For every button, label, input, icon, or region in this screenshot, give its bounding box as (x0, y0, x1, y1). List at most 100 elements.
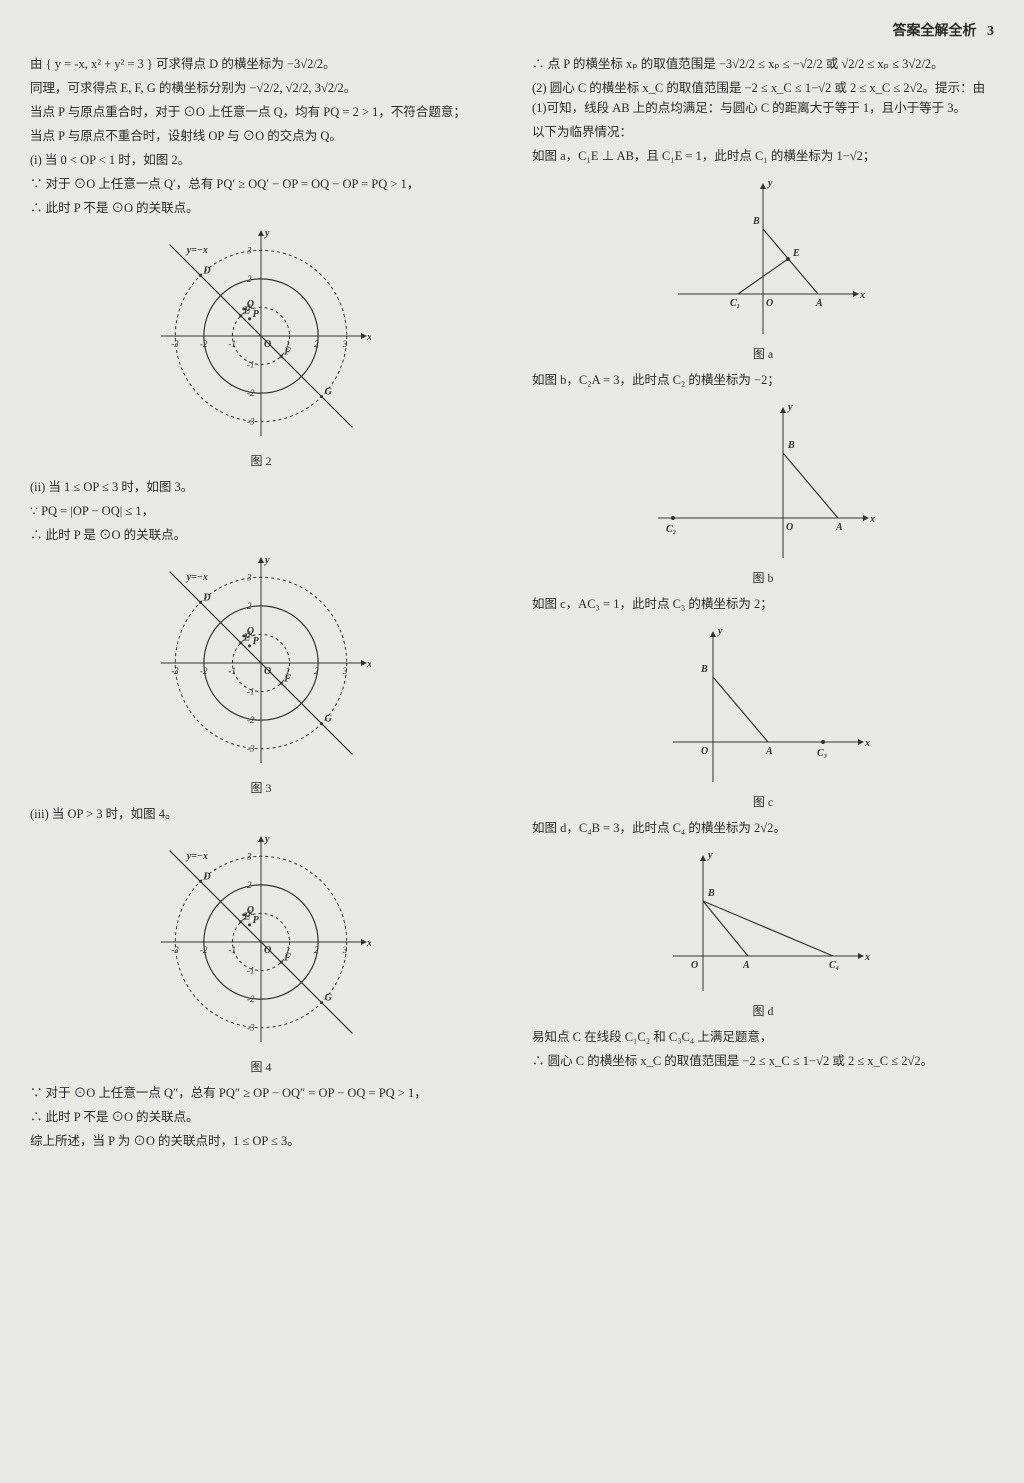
svg-text:x: x (869, 514, 875, 525)
svg-text:y: y (767, 178, 773, 189)
figure-caption: 图 c (532, 793, 994, 810)
svg-text:x: x (366, 332, 371, 343)
svg-text:A: A (835, 522, 843, 533)
svg-text:B: B (700, 664, 708, 675)
figure-caption: 图 3 (30, 779, 492, 796)
text-line: (ii) 当 1 ≤ OP ≤ 3 时，如图 3。 (30, 477, 492, 497)
svg-text:3: 3 (246, 245, 252, 255)
svg-text:-1: -1 (247, 966, 255, 976)
svg-text:3: 3 (246, 851, 252, 861)
figure-4: xyO-3-3-2-2-1-1112233y=−xDEFGQP 图 4 (30, 832, 492, 1075)
svg-text:C₄: C₄ (829, 960, 839, 971)
figure-d: x y O A B C₄ 图 d (532, 846, 994, 1019)
figure-caption: 图 2 (30, 452, 492, 469)
svg-text:y: y (707, 850, 713, 861)
svg-text:A: A (815, 298, 823, 309)
text-line: ∵ 对于 ⊙O 上任意一点 Q′，总有 PQ′ ≥ OQ′ − OP = OQ … (30, 174, 492, 194)
text-line: ∴ 此时 P 不是 ⊙O 的关联点。 (30, 1107, 492, 1127)
svg-text:F: F (283, 673, 291, 684)
svg-text:O: O (766, 298, 773, 309)
text-line: 综上所述，当 P 为 ⊙O 的关联点时，1 ≤ OP ≤ 3。 (30, 1131, 492, 1151)
figure-a: x y O A B E C₁ 图 a (532, 174, 994, 362)
svg-text:B: B (752, 216, 760, 227)
svg-text:-3: -3 (247, 417, 255, 427)
svg-text:2: 2 (247, 601, 252, 611)
text-line: ∴ 点 P 的横坐标 xₚ 的取值范围是 −3√2/2 ≤ xₚ ≤ −√2/2… (532, 54, 994, 74)
svg-text:y: y (717, 626, 723, 637)
left-column: 由 { y = -x, x² + y² = 3 } 可求得点 D 的横坐标为 −… (30, 50, 492, 1155)
svg-text:2: 2 (247, 274, 252, 284)
svg-text:x: x (366, 659, 371, 670)
simple-chart-b: x y O A B C₂ (648, 398, 878, 563)
svg-text:y: y (264, 228, 270, 239)
header-title: 答案全解全析 (893, 24, 977, 39)
figure-caption: 图 4 (30, 1058, 492, 1075)
figure-2: xyO-3-3-2-2-1-1112233y=−xDEFGQP 图 2 (30, 226, 492, 469)
right-column: ∴ 点 P 的横坐标 xₚ 的取值范围是 −3√2/2 ≤ xₚ ≤ −√2/2… (532, 50, 994, 1155)
text-line: 如图 c，AC₃ = 1，此时点 C₃ 的横坐标为 2； (532, 594, 994, 614)
svg-text:-3: -3 (247, 744, 255, 754)
two-column-layout: 由 { y = -x, x² + y² = 3 } 可求得点 D 的横坐标为 −… (30, 50, 994, 1155)
circle-chart-svg: xyO-3-3-2-2-1-1112233y=−xDEFGQP (151, 553, 371, 773)
text-line: 当点 P 与原点不重合时，设射线 OP 与 ⊙O 的交点为 Q。 (30, 126, 492, 146)
svg-text:P: P (253, 915, 260, 926)
svg-text:D: D (202, 265, 210, 276)
svg-text:y: y (264, 555, 270, 566)
text-line: 如图 d，C₄B = 3，此时点 C₄ 的横坐标为 2√2。 (532, 818, 994, 838)
circle-chart-svg: xyO-3-3-2-2-1-1112233y=−xDEFGQP (151, 226, 371, 446)
svg-text:D: D (202, 871, 210, 882)
svg-text:P: P (253, 309, 260, 320)
text-line: (2) 圆心 C 的横坐标 x_C 的取值范围是 −2 ≤ x_C ≤ 1−√2… (532, 78, 994, 118)
svg-text:x: x (366, 938, 371, 949)
svg-text:G: G (325, 387, 333, 398)
svg-text:y=−x: y=−x (186, 851, 208, 862)
text-line: (iii) 当 OP > 3 时，如图 4。 (30, 804, 492, 824)
text-line: ∵ 对于 ⊙O 上任意一点 Q″，总有 PQ″ ≥ OP − OQ″ = OP … (30, 1083, 492, 1103)
text-line: 当点 P 与原点重合时，对于 ⊙O 上任意一点 Q，均有 PQ = 2 > 1，… (30, 102, 492, 122)
figure-caption: 图 d (532, 1002, 994, 1019)
svg-text:A: A (765, 746, 773, 757)
text-line: ∴ 此时 P 是 ⊙O 的关联点。 (30, 525, 492, 545)
svg-text:-1: -1 (228, 666, 236, 676)
svg-text:x: x (864, 738, 870, 749)
page-header: 答案全解全析 3 (30, 20, 994, 40)
text-line: ∴ 此时 P 不是 ⊙O 的关联点。 (30, 198, 492, 218)
figure-caption: 图 b (532, 569, 994, 586)
svg-text:B: B (787, 440, 795, 451)
svg-text:y=−x: y=−x (186, 245, 208, 256)
svg-text:x: x (859, 290, 865, 301)
svg-text:3: 3 (246, 572, 252, 582)
svg-text:x: x (864, 952, 870, 963)
svg-text:E: E (792, 248, 800, 259)
svg-text:G: G (325, 993, 333, 1004)
svg-text:O: O (786, 522, 793, 533)
svg-text:-3: -3 (247, 1023, 255, 1033)
svg-text:C₃: C₃ (817, 748, 827, 759)
svg-text:y: y (264, 834, 270, 845)
figure-caption: 图 a (532, 345, 994, 362)
svg-text:-1: -1 (247, 360, 255, 370)
svg-text:A: A (742, 960, 750, 971)
figure-c: x y O A B C₃ 图 c (532, 622, 994, 810)
svg-text:P: P (253, 636, 260, 647)
circle-chart-svg: xyO-3-3-2-2-1-1112233y=−xDEFGQP (151, 832, 371, 1052)
simple-chart-d: x y O A B C₄ (653, 846, 873, 996)
svg-text:-1: -1 (228, 339, 236, 349)
figure-b: x y O A B C₂ 图 b (532, 398, 994, 586)
simple-chart-c: x y O A B C₃ (653, 622, 873, 787)
text-line: 以下为临界情况： (532, 122, 994, 142)
page-number: 3 (987, 24, 994, 39)
svg-text:F: F (283, 952, 291, 963)
svg-text:y=−x: y=−x (186, 572, 208, 583)
text-line: 易知点 C 在线段 C₁C₂ 和 C₃C₄ 上满足题意， (532, 1027, 994, 1047)
svg-text:-1: -1 (247, 687, 255, 697)
svg-text:y: y (787, 402, 793, 413)
text-line: 同理，可求得点 E, F, G 的横坐标分别为 −√2/2, √2/2, 3√2… (30, 78, 492, 98)
svg-text:G: G (325, 714, 333, 725)
svg-text:F: F (283, 346, 291, 357)
svg-text:C₁: C₁ (730, 298, 740, 309)
text-line: 如图 b，C₂A = 3，此时点 C₂ 的横坐标为 −2； (532, 370, 994, 390)
text-line: 由 { y = -x, x² + y² = 3 } 可求得点 D 的横坐标为 −… (30, 54, 492, 74)
svg-text:O: O (701, 746, 708, 757)
svg-text:-1: -1 (228, 945, 236, 955)
